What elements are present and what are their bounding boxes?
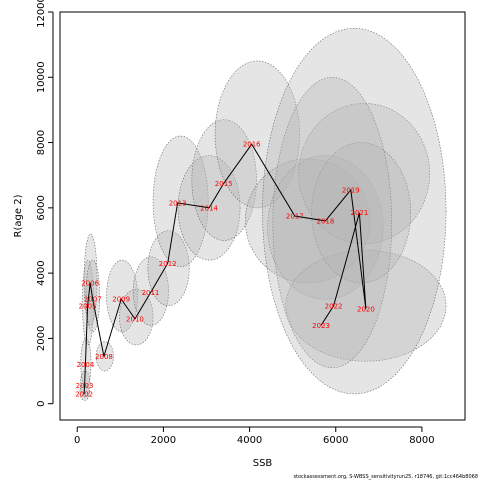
y-axis: 0 2000 4000 6000 8000 10000 12000 bbox=[36, 0, 54, 407]
ellipse-2008 bbox=[95, 341, 114, 372]
year-label-2023: 2023 bbox=[312, 322, 330, 330]
y-tick-label-0: 0 bbox=[36, 400, 47, 406]
ellipse-2009 bbox=[106, 259, 138, 333]
y-tick-label-8000: 8000 bbox=[36, 130, 47, 155]
year-label-2017: 2017 bbox=[286, 213, 304, 221]
year-label-2010: 2010 bbox=[126, 315, 144, 323]
year-label-2008: 2008 bbox=[95, 353, 113, 361]
year-label-2002: 2002 bbox=[75, 390, 93, 398]
x-tick-label-2000: 2000 bbox=[151, 435, 176, 446]
year-label-2016: 2016 bbox=[243, 141, 261, 149]
trajectory-line-group bbox=[83, 143, 367, 394]
trajectory-line bbox=[83, 143, 367, 394]
ellipse-2017 bbox=[244, 158, 371, 284]
year-label-2013: 2013 bbox=[169, 199, 187, 207]
ellipse-2007 bbox=[85, 259, 100, 333]
source-credit: stockassessment.org, S-WBSS_sensitivityr… bbox=[293, 474, 478, 480]
y-tick-label-4000: 4000 bbox=[36, 260, 47, 285]
year-label-2006: 2006 bbox=[81, 279, 99, 287]
ellipse-2015 bbox=[191, 119, 257, 241]
y-tick-label-6000: 6000 bbox=[36, 195, 47, 220]
year-label-2022: 2022 bbox=[325, 302, 343, 310]
year-label-2019: 2019 bbox=[342, 186, 360, 194]
year-label-2014: 2014 bbox=[200, 204, 218, 212]
ellipse-2019 bbox=[298, 103, 430, 245]
x-tick-label-6000: 6000 bbox=[323, 435, 348, 446]
ellipse-2013 bbox=[152, 135, 209, 267]
ellipse-2022 bbox=[272, 76, 393, 369]
ellipse-2003 bbox=[79, 370, 91, 398]
ellipse-2016 bbox=[214, 60, 300, 209]
ellipse-2023 bbox=[262, 28, 447, 395]
year-label-2003: 2003 bbox=[76, 382, 94, 390]
confidence-ellipses bbox=[79, 28, 447, 401]
x-tick-label-8000: 8000 bbox=[409, 435, 434, 446]
x-tick-label-0: 0 bbox=[74, 435, 80, 446]
x-axis-title: SSB bbox=[253, 458, 273, 469]
year-label-2005: 2005 bbox=[79, 302, 97, 310]
year-label-2009: 2009 bbox=[112, 296, 130, 304]
y-tick-label-2000: 2000 bbox=[36, 326, 47, 351]
x-tick-label-4000: 4000 bbox=[237, 435, 262, 446]
year-label-2015: 2015 bbox=[215, 180, 233, 188]
plot-frame bbox=[59, 11, 466, 421]
year-label-2021: 2021 bbox=[351, 209, 369, 217]
y-axis-title: R(age 2) bbox=[13, 194, 24, 237]
x-axis: 0 2000 4000 6000 8000 bbox=[74, 426, 435, 446]
ellipse-2021 bbox=[311, 142, 412, 284]
y-tick-label-10000: 10000 bbox=[36, 61, 47, 93]
y-tick-label-12000: 12000 bbox=[36, 0, 47, 28]
ellipse-2018 bbox=[267, 155, 384, 300]
year-label-2020: 2020 bbox=[357, 306, 375, 314]
year-label-2018: 2018 bbox=[316, 217, 334, 225]
ellipse-2012 bbox=[147, 230, 190, 307]
year-label-2007: 2007 bbox=[84, 296, 102, 304]
year-label-2004: 2004 bbox=[77, 361, 95, 369]
year-label-2011: 2011 bbox=[142, 289, 160, 297]
year-label-2012: 2012 bbox=[159, 260, 177, 268]
